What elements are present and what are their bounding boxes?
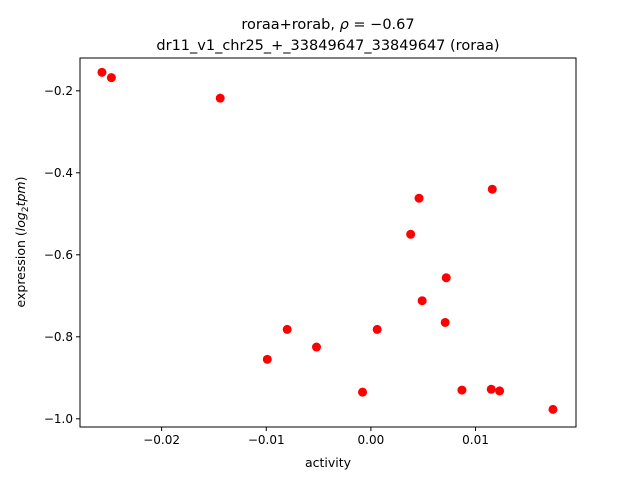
data-point bbox=[441, 273, 451, 283]
data-point bbox=[548, 404, 558, 414]
y-tick-label: −0.6 bbox=[44, 248, 73, 262]
y-tick-label: −0.8 bbox=[44, 330, 73, 344]
data-point bbox=[495, 386, 505, 396]
data-point bbox=[106, 73, 116, 83]
data-point bbox=[414, 193, 424, 203]
data-point bbox=[487, 184, 497, 194]
y-tick-label: −0.4 bbox=[44, 166, 73, 180]
data-point bbox=[486, 384, 496, 394]
data-point bbox=[457, 385, 467, 395]
y-tick-label: −1.0 bbox=[44, 412, 73, 426]
data-point bbox=[215, 93, 225, 103]
data-point bbox=[358, 387, 368, 397]
data-point bbox=[262, 354, 272, 364]
y-axis-label: expression (log2tpm) bbox=[13, 177, 31, 308]
x-tick-label: 0.01 bbox=[462, 433, 489, 447]
y-tick-label: −0.2 bbox=[44, 84, 73, 98]
data-point bbox=[97, 67, 107, 77]
data-point bbox=[406, 229, 416, 239]
data-point bbox=[440, 317, 450, 327]
points-layer bbox=[97, 67, 558, 414]
plot-frame bbox=[79, 57, 577, 428]
ticks-layer: −0.02 −0.01 0.00 0.01 −0.2 −0.4 −0.6 −0.8 −1.0 bbox=[44, 84, 489, 447]
chart-title-line2: dr11_v1_chr25_+_33849647_33849647 (roraa… bbox=[156, 38, 499, 54]
x-tick-label: −0.02 bbox=[143, 433, 180, 447]
data-point bbox=[311, 342, 321, 352]
x-axis-label: activity bbox=[305, 455, 352, 470]
data-point bbox=[417, 296, 427, 306]
chart-title-line1: roraa+rorab, ρ = −0.67 bbox=[241, 17, 414, 33]
data-point bbox=[372, 324, 382, 334]
x-tick-label: 0.00 bbox=[358, 433, 385, 447]
x-tick-label: −0.01 bbox=[248, 433, 285, 447]
data-point bbox=[282, 324, 292, 334]
